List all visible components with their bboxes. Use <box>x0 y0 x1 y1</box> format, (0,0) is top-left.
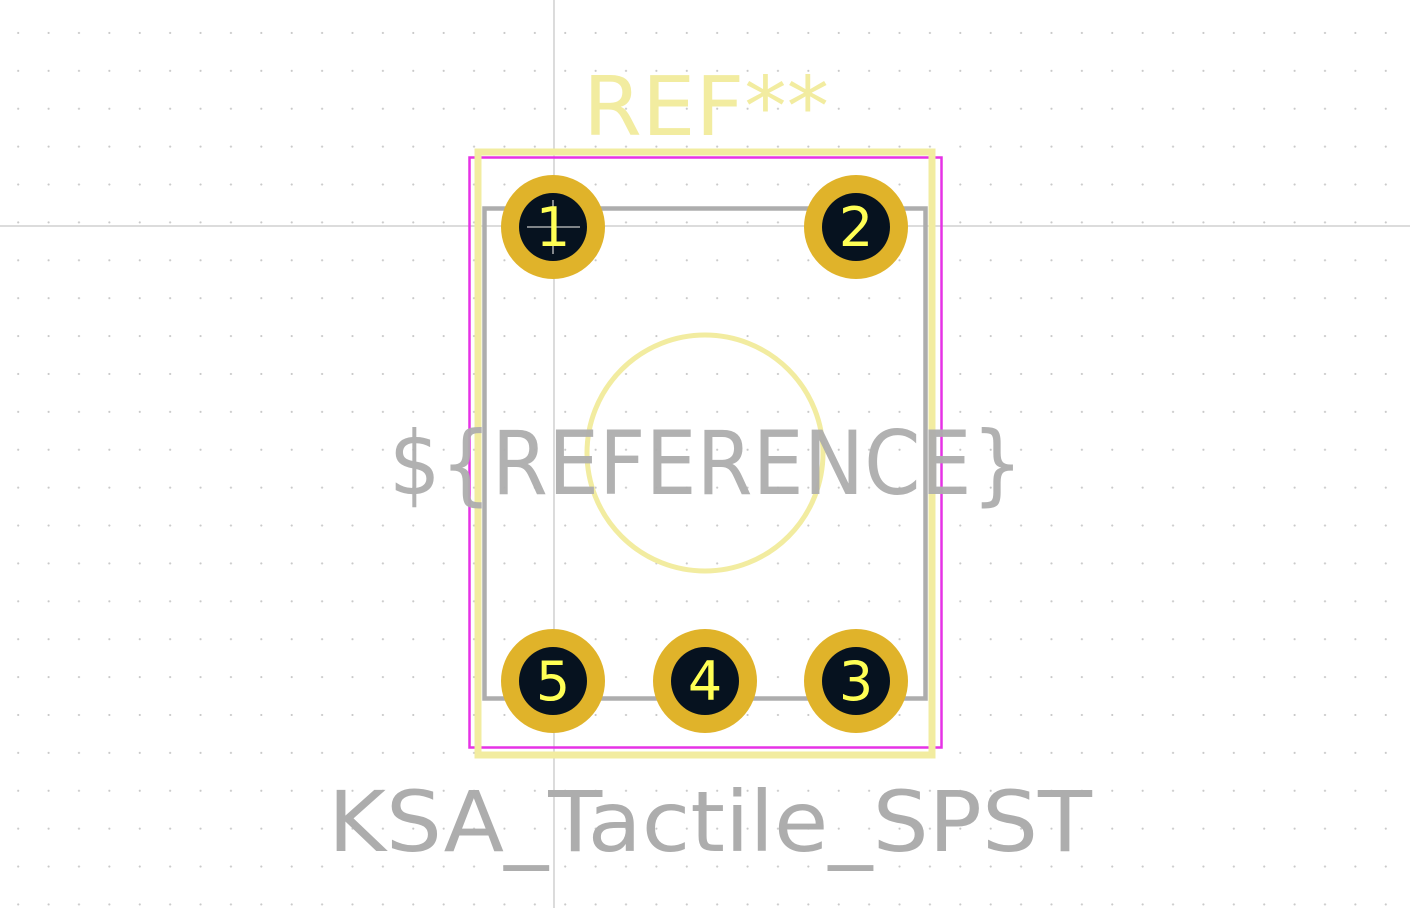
reference-field-text[interactable]: ${REFERENCE} <box>389 412 1023 515</box>
pad-number: 3 <box>839 650 873 713</box>
pad-2[interactable]: 2 <box>804 175 908 279</box>
reference-designator-text[interactable]: REF** <box>583 60 829 155</box>
pad-number: 5 <box>536 650 570 713</box>
pad-number: 1 <box>536 196 570 259</box>
pad-3[interactable]: 3 <box>804 629 908 733</box>
silkscreen-outline[interactable] <box>474 148 936 759</box>
pad-5[interactable]: 5 <box>501 629 605 733</box>
pad-number: 4 <box>688 650 722 713</box>
courtyard-outline[interactable] <box>468 156 943 749</box>
actuator-circle[interactable] <box>584 332 826 574</box>
pad-4[interactable]: 4 <box>653 629 757 733</box>
footprint-value-text[interactable]: KSA_Tactile_SPST <box>328 773 1093 871</box>
pad-number: 2 <box>839 196 873 259</box>
pad-1[interactable]: 1 <box>501 175 605 279</box>
